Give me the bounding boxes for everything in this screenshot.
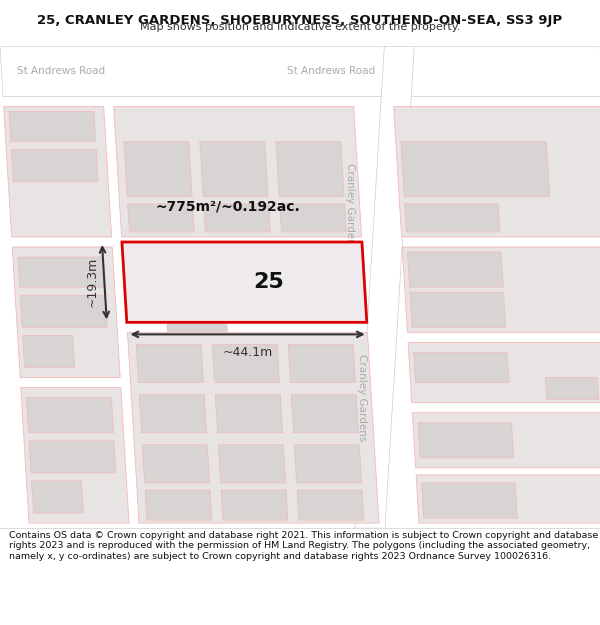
- Polygon shape: [31, 481, 83, 513]
- Text: Map shows position and indicative extent of the property.: Map shows position and indicative extent…: [140, 22, 460, 32]
- Polygon shape: [294, 445, 362, 483]
- Polygon shape: [167, 322, 227, 332]
- Polygon shape: [124, 142, 192, 197]
- Polygon shape: [11, 149, 98, 182]
- Polygon shape: [288, 344, 355, 382]
- Polygon shape: [139, 394, 206, 432]
- Polygon shape: [23, 336, 74, 367]
- Text: ~19.3m: ~19.3m: [86, 257, 99, 308]
- Polygon shape: [355, 46, 415, 528]
- Polygon shape: [127, 332, 379, 523]
- Text: Contains OS data © Crown copyright and database right 2021. This information is : Contains OS data © Crown copyright and d…: [9, 531, 598, 561]
- Text: ~775m²/~0.192ac.: ~775m²/~0.192ac.: [155, 200, 300, 214]
- Polygon shape: [410, 292, 506, 328]
- Polygon shape: [142, 445, 209, 483]
- Polygon shape: [145, 490, 212, 520]
- Polygon shape: [404, 204, 500, 232]
- Polygon shape: [402, 247, 600, 332]
- Polygon shape: [29, 441, 116, 473]
- Text: ~44.1m: ~44.1m: [223, 346, 272, 359]
- Polygon shape: [215, 394, 283, 432]
- Polygon shape: [212, 344, 280, 382]
- Polygon shape: [12, 247, 120, 378]
- Polygon shape: [0, 46, 600, 96]
- Polygon shape: [136, 344, 203, 382]
- Polygon shape: [412, 412, 600, 468]
- Polygon shape: [9, 111, 96, 142]
- Text: Cranley Gardens: Cranley Gardens: [346, 163, 355, 251]
- Polygon shape: [545, 378, 599, 399]
- Polygon shape: [416, 475, 600, 523]
- Polygon shape: [18, 257, 104, 288]
- Polygon shape: [4, 106, 112, 237]
- Polygon shape: [407, 252, 503, 288]
- Polygon shape: [200, 142, 268, 197]
- Polygon shape: [276, 142, 344, 197]
- Text: St Andrews Road: St Andrews Road: [287, 66, 376, 76]
- Polygon shape: [122, 242, 367, 322]
- Polygon shape: [203, 204, 271, 232]
- Text: 25: 25: [253, 272, 284, 292]
- Polygon shape: [394, 106, 600, 237]
- Polygon shape: [422, 483, 517, 518]
- Polygon shape: [26, 398, 113, 432]
- Text: St Andrews Road: St Andrews Road: [17, 66, 106, 76]
- Polygon shape: [413, 352, 509, 382]
- Polygon shape: [128, 204, 194, 232]
- Polygon shape: [291, 394, 359, 432]
- Polygon shape: [280, 204, 346, 232]
- Text: 25, CRANLEY GARDENS, SHOEBURYNESS, SOUTHEND-ON-SEA, SS3 9JP: 25, CRANLEY GARDENS, SHOEBURYNESS, SOUTH…: [37, 14, 563, 27]
- Polygon shape: [418, 422, 514, 458]
- Polygon shape: [401, 142, 550, 197]
- Polygon shape: [20, 295, 107, 328]
- Polygon shape: [297, 490, 364, 520]
- Polygon shape: [21, 388, 129, 523]
- Polygon shape: [218, 445, 286, 483]
- Polygon shape: [113, 106, 362, 237]
- Polygon shape: [221, 490, 288, 520]
- Polygon shape: [408, 342, 600, 402]
- Text: Cranley Gardens: Cranley Gardens: [357, 354, 367, 441]
